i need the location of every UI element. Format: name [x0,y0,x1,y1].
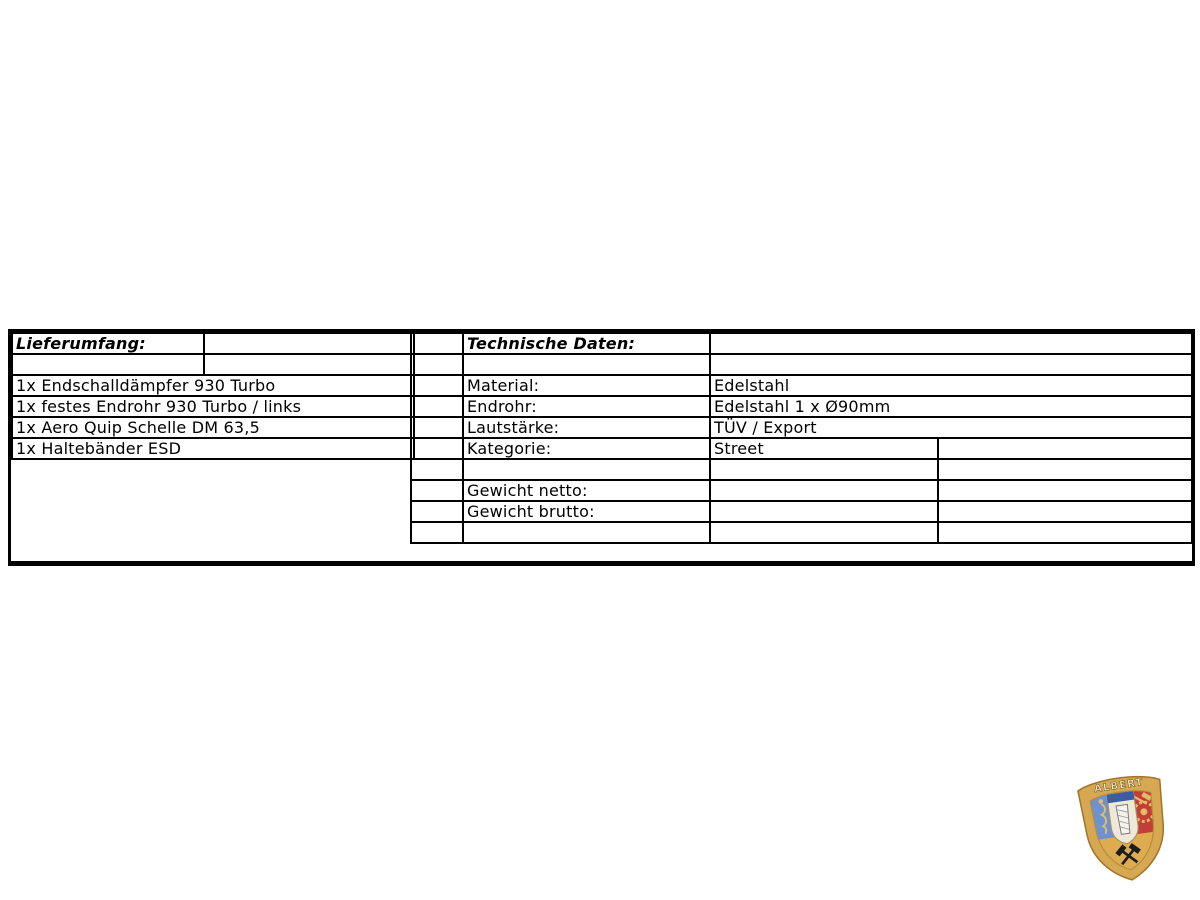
empty-cell [937,437,1193,460]
spec-value: Street [709,437,939,460]
spec-value [709,479,939,502]
empty-cell [709,332,1193,355]
table-row: 1x festes Endrohr 930 Turbo / links [11,395,415,418]
spec-label: Gewicht netto: [462,479,711,502]
spec-value [709,500,939,523]
delivery-item: 1x Haltebänder ESD [11,437,415,460]
gear-hub-icon [1140,808,1148,816]
table-row: Lieferumfang: [11,332,415,355]
spec-label: Kategorie: [462,437,711,460]
spacer-cell [410,458,464,481]
spacer-cell [410,395,464,418]
albert-logo: ALBERT [1070,770,1180,888]
ornament-icon [1098,799,1104,804]
spacer-cell [410,437,464,460]
specs-table: Technische Daten: Material: Edelstahl En… [410,332,1193,544]
table-row: Kategorie: Street [410,437,1193,460]
table-row: Endrohr: Edelstahl 1 x Ø90mm [410,395,1193,418]
specs-title: Technische Daten: [462,332,711,355]
table-row [410,458,1193,481]
spacer-cell [410,500,464,523]
spacer-cell [410,374,464,397]
spec-value: Edelstahl 1 x Ø90mm [709,395,1193,418]
table-row: 1x Aero Quip Schelle DM 63,5 [11,416,415,439]
pillar-hatching [1117,809,1130,830]
spec-value: TÜV / Export [709,416,1193,439]
table-row: Technische Daten: [410,332,1193,355]
spec-label: Lautstärke: [462,416,711,439]
table-row: 1x Haltebänder ESD [11,437,415,460]
shield-inner-rim [1089,790,1154,871]
delivery-table: Lieferumfang: 1x Endschalldämpfer 930 Tu… [11,332,415,460]
table-row: Material: Edelstahl [410,374,1193,397]
spacer-cell [410,416,464,439]
empty-cell [937,479,1193,502]
empty-cell [203,353,415,376]
delivery-title: Lieferumfang: [11,332,205,355]
crossed-hammers-icon [1115,843,1141,866]
empty-cell [937,458,1193,481]
hammer-icon [1133,795,1148,805]
spec-label: Material: [462,374,711,397]
spacer-cell [410,332,464,355]
empty-cell [709,353,1193,376]
empty-cell [462,353,711,376]
empty-cell [203,332,415,355]
spec-value: Edelstahl [709,374,1193,397]
hammer-head-icon [1141,791,1152,801]
spec-value [709,521,939,544]
delivery-item: 1x Aero Quip Schelle DM 63,5 [11,416,415,439]
table-row [11,353,415,376]
spacer-cell [410,521,464,544]
table-row: Gewicht netto: [410,479,1193,502]
spec-label: Endrohr: [462,395,711,418]
albert-crest-svg: ALBERT [1077,775,1164,881]
delivery-item: 1x festes Endrohr 930 Turbo / links [11,395,415,418]
spec-label [462,458,711,481]
table-row: 1x Endschalldämpfer 930 Turbo [11,374,415,397]
delivery-item: 1x Endschalldämpfer 930 Turbo [11,374,415,397]
spec-label: Gewicht brutto: [462,500,711,523]
table-row [410,353,1193,376]
inner-crest-band [1106,791,1135,804]
spec-label [462,521,711,544]
spec-value [709,458,939,481]
spacer-cell [410,353,464,376]
table-row: Lautstärke: TÜV / Export [410,416,1193,439]
ornament-icon [1099,803,1108,835]
empty-cell [937,500,1193,523]
shield-fields [1089,787,1162,875]
table-row [410,521,1193,544]
empty-cell [11,353,205,376]
spacer-cell [410,479,464,502]
spec-sheet-frame: Lieferumfang: 1x Endschalldämpfer 930 Tu… [8,329,1195,566]
table-row: Gewicht brutto: [410,500,1193,523]
empty-cell [937,521,1193,544]
